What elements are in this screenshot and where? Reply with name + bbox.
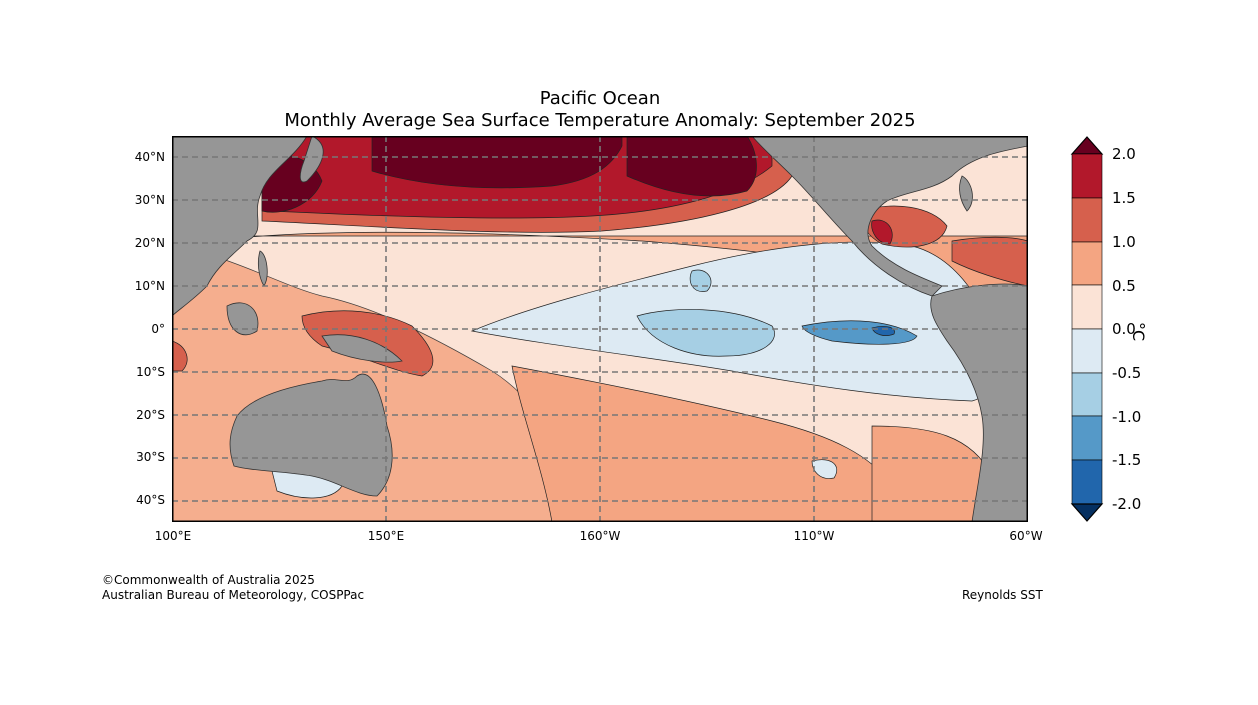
colorbar-bin bbox=[1071, 415, 1103, 461]
anomaly-region-hot bbox=[172, 340, 188, 372]
map-title: Pacific Ocean bbox=[539, 88, 661, 109]
lon-label-160w: 160°W bbox=[579, 529, 621, 543]
colorbar bbox=[1070, 136, 1104, 522]
colorbar-bin bbox=[1071, 372, 1103, 417]
lon-label-150e: 150°E bbox=[367, 529, 405, 543]
colorbar-bin bbox=[1071, 328, 1103, 374]
graticule bbox=[172, 136, 1028, 522]
lat-label-10s: 10°S bbox=[136, 365, 165, 379]
lon-label-110w: 110°W bbox=[793, 529, 835, 543]
lat-label-40s: 40°S bbox=[136, 493, 165, 507]
colorbar-tick: 2.0 bbox=[1112, 145, 1136, 163]
land-south-america bbox=[930, 283, 1028, 522]
lat-label-0: 0° bbox=[151, 322, 165, 336]
lon-label-100e: 100°E bbox=[154, 529, 192, 543]
colorbar-bin bbox=[1071, 284, 1103, 330]
land-asia bbox=[172, 136, 308, 317]
lat-label-30n: 30°N bbox=[134, 193, 165, 207]
colorbar-tick: 1.5 bbox=[1112, 189, 1136, 207]
colorbar-tick: 1.0 bbox=[1112, 233, 1136, 251]
colorbar-unit: °C bbox=[1129, 322, 1148, 342]
lat-label-10n: 10°N bbox=[134, 279, 165, 293]
colorbar-min-arrow bbox=[1070, 503, 1104, 522]
colorbar-tick: 0.0 bbox=[1112, 320, 1136, 338]
lat-label-20n: 20°N bbox=[134, 236, 165, 250]
anomaly-region-hot bbox=[371, 136, 623, 189]
colorbar-tick: -1.0 bbox=[1112, 408, 1142, 426]
colorbar-tick: -2.0 bbox=[1112, 495, 1142, 513]
copyright-text: ©Commonwealth of Australia 2025 bbox=[102, 573, 315, 587]
colorbar-tick: -0.5 bbox=[1112, 364, 1142, 382]
map-subtitle: Monthly Average Sea Surface Temperature … bbox=[284, 110, 916, 131]
colorbar-bin bbox=[1071, 153, 1103, 199]
colorbar-bin bbox=[1071, 459, 1103, 505]
colorbar-tick: 0.5 bbox=[1112, 277, 1136, 295]
colorbar-max-arrow bbox=[1070, 136, 1104, 155]
lat-label-20s: 20°S bbox=[136, 408, 165, 422]
anomaly-region-warm bbox=[511, 365, 893, 522]
land-australia bbox=[229, 373, 393, 497]
data-source: Reynolds SST bbox=[962, 588, 1043, 602]
colorbar-tick: -1.5 bbox=[1112, 451, 1142, 469]
lat-label-40n: 40°N bbox=[134, 150, 165, 164]
land-florida bbox=[959, 175, 973, 212]
anomaly-region-cool bbox=[636, 309, 775, 357]
lon-label-60w: 60°W bbox=[1009, 529, 1043, 543]
map-frame bbox=[172, 136, 1028, 522]
land-new-guinea bbox=[321, 334, 403, 363]
anomaly-region-hot bbox=[951, 236, 1028, 287]
colorbar-bin bbox=[1071, 197, 1103, 243]
land-north-america bbox=[751, 136, 1028, 297]
colorbar-bin bbox=[1071, 241, 1103, 286]
sst-anomaly-map bbox=[172, 136, 1028, 522]
agency-text: Australian Bureau of Meteorology, COSPPa… bbox=[102, 588, 365, 602]
anomaly-region-hot bbox=[626, 136, 757, 197]
land-masses bbox=[172, 136, 1028, 522]
land-japan bbox=[299, 136, 324, 183]
anomaly-region-hot bbox=[871, 219, 893, 245]
lat-label-30s: 30°S bbox=[136, 450, 165, 464]
land-borneo bbox=[226, 302, 259, 336]
